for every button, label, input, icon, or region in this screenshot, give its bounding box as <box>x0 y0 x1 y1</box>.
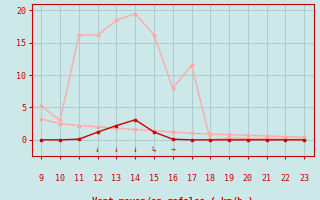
Text: →: → <box>171 145 175 154</box>
Text: ↳: ↳ <box>152 145 156 154</box>
X-axis label: Vent moyen/en rafales ( km/h ): Vent moyen/en rafales ( km/h ) <box>92 197 253 200</box>
Text: ↓: ↓ <box>133 145 138 154</box>
Text: ↓: ↓ <box>95 145 100 154</box>
Text: ↓: ↓ <box>114 145 119 154</box>
